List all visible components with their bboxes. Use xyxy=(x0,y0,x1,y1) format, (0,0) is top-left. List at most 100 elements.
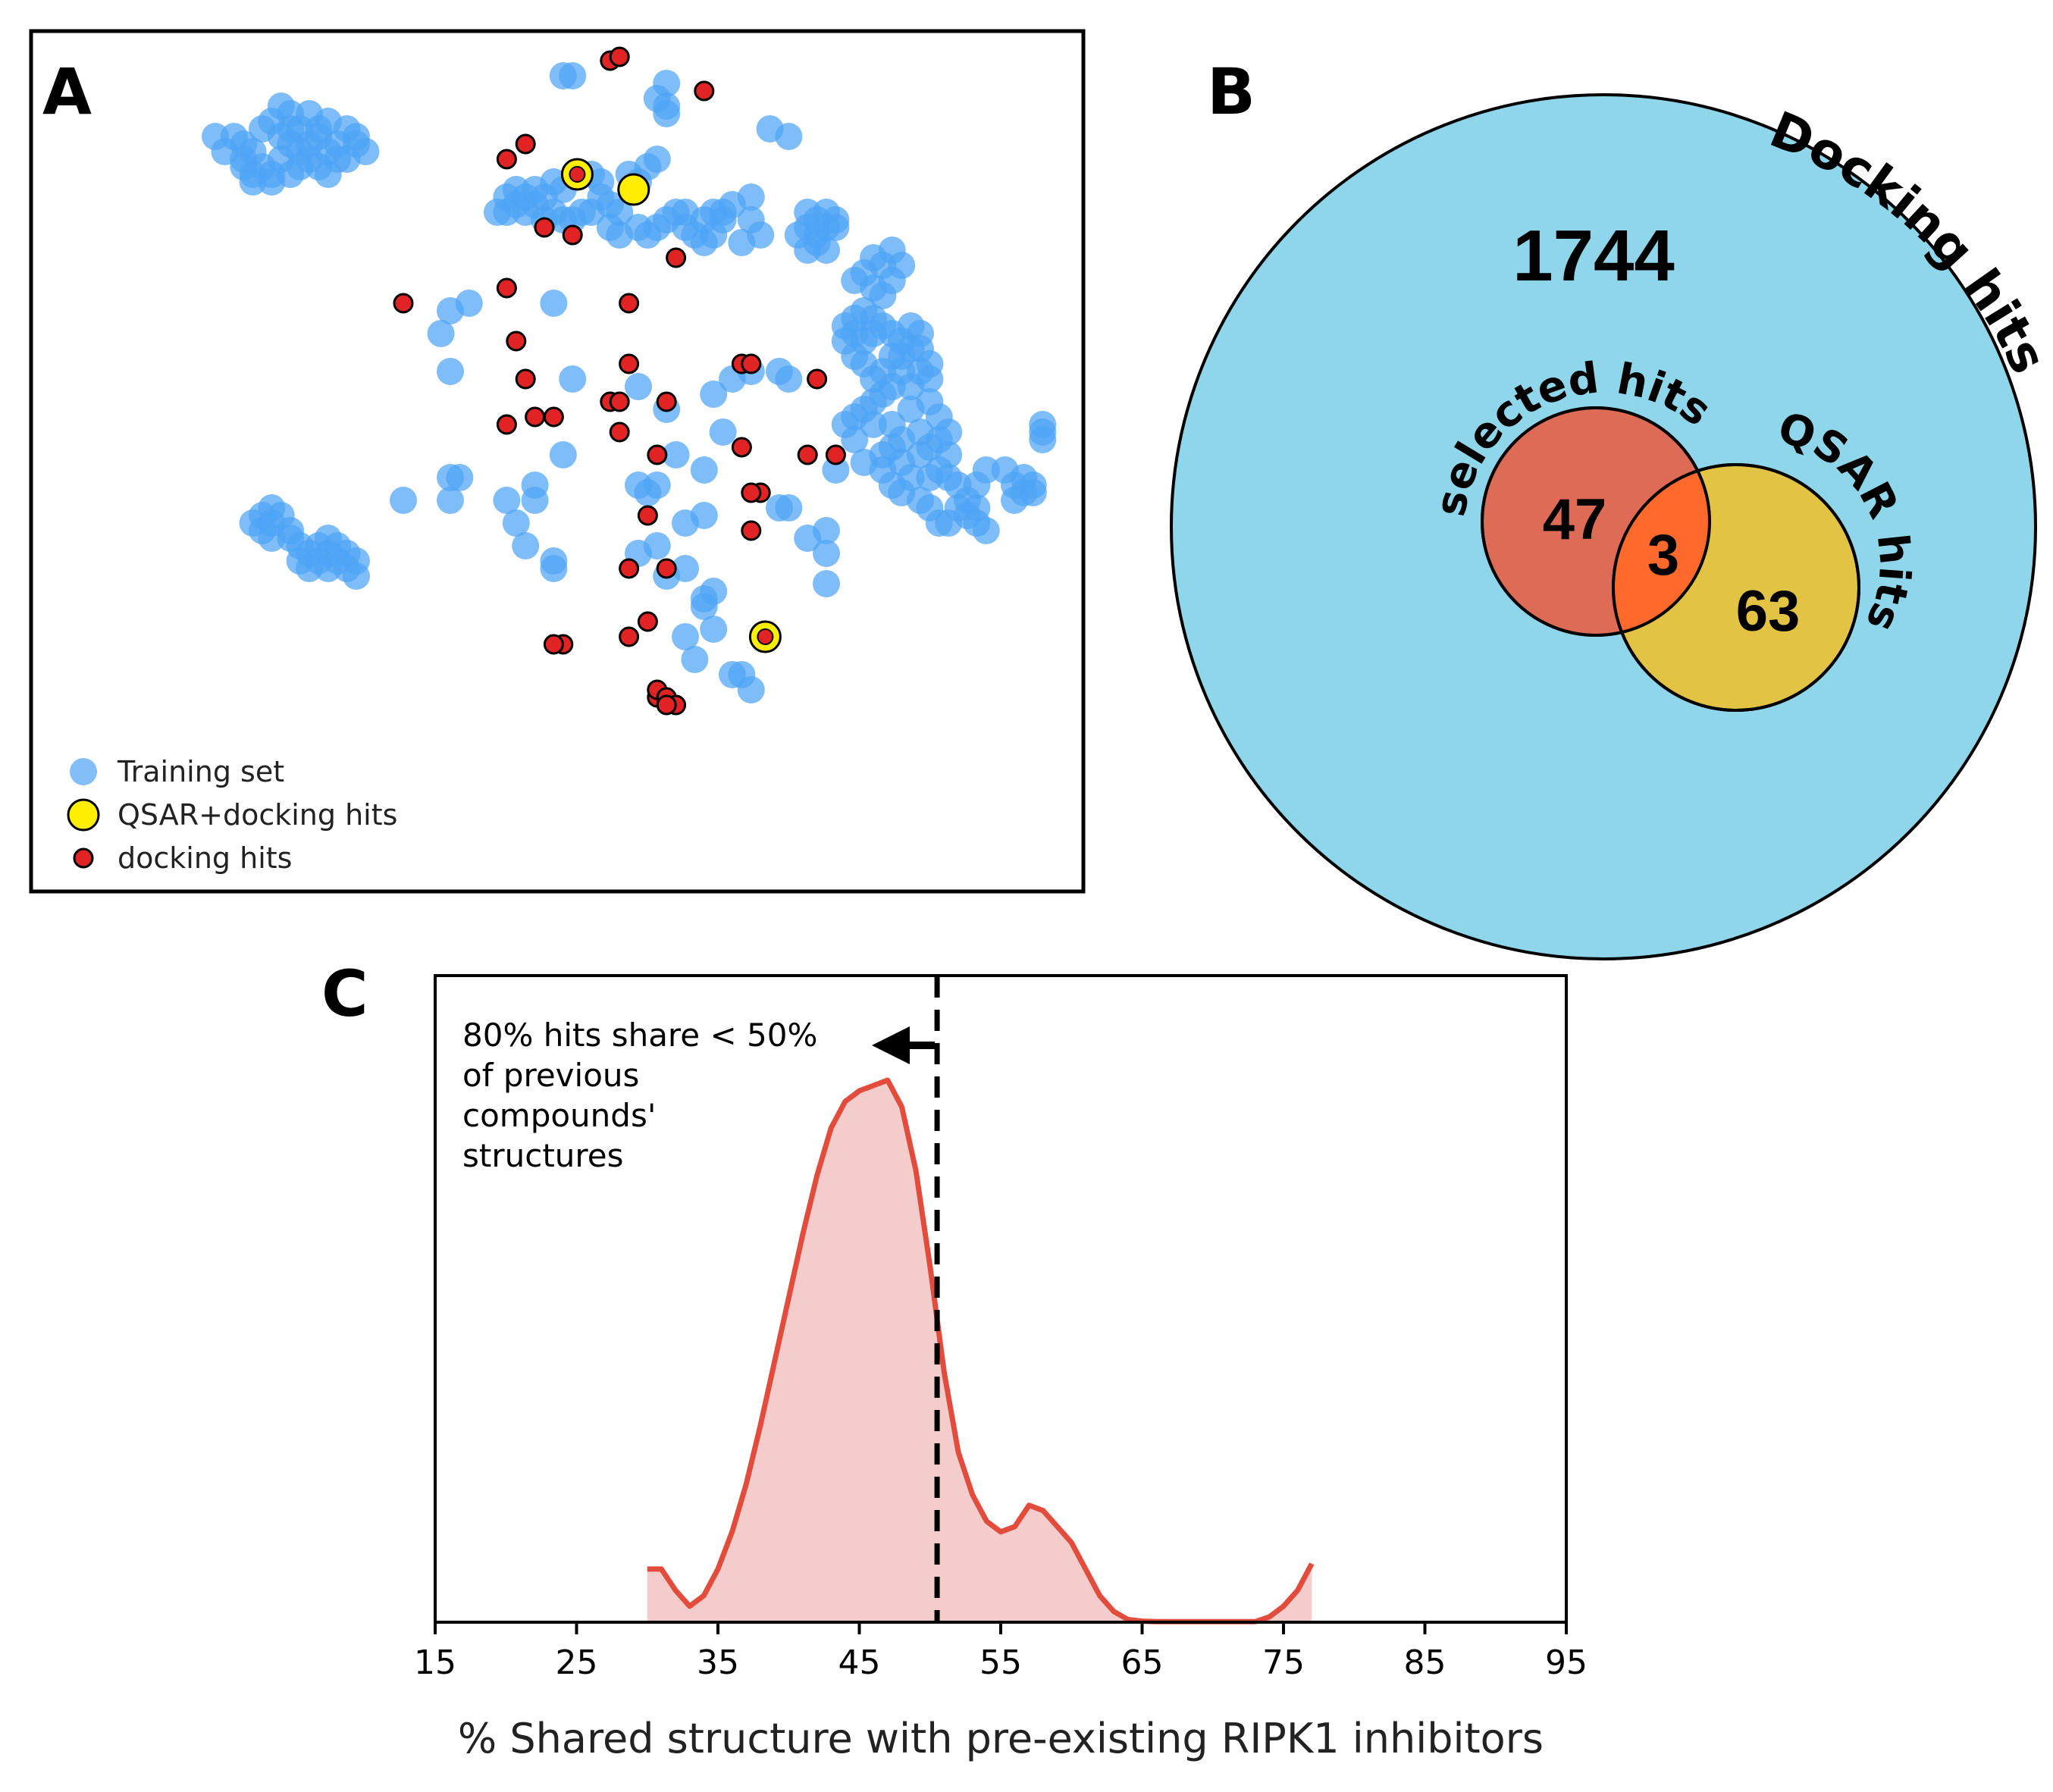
venn-count-selected-only: 47 xyxy=(1543,487,1607,552)
training-point xyxy=(521,471,549,499)
training-point xyxy=(775,494,803,522)
training-point xyxy=(831,312,859,340)
training-point xyxy=(822,456,850,484)
training-point xyxy=(455,290,483,317)
training-point xyxy=(878,237,906,264)
panel-c: C 80% hits share < 50% of previous compo… xyxy=(321,957,1588,1762)
training-point xyxy=(202,123,229,150)
annotation-line-2: of previous xyxy=(462,1057,639,1094)
training-point xyxy=(709,206,737,233)
panel-a-letter: A xyxy=(42,55,92,129)
panel-a: A Training set QSAR+docking hits docking… xyxy=(29,29,1086,894)
training-point xyxy=(907,487,934,514)
legend-label-training: Training set xyxy=(117,755,284,788)
docking-hit-point xyxy=(741,353,762,374)
training-point xyxy=(709,418,737,446)
training-point xyxy=(737,676,765,703)
training-point xyxy=(737,183,765,211)
training-point xyxy=(841,343,869,370)
docking-hit-point xyxy=(619,293,640,314)
training-point xyxy=(230,153,258,180)
training-point xyxy=(690,593,718,620)
docking-hit-point xyxy=(797,444,818,465)
training-point xyxy=(512,532,540,559)
training-point xyxy=(653,70,681,97)
training-point xyxy=(794,525,822,552)
kde-fill-area xyxy=(647,1080,1312,1622)
docking-hit-point xyxy=(496,414,517,435)
venn-count-intersection: 3 xyxy=(1647,523,1679,587)
docking-hit-point xyxy=(506,331,527,352)
training-point xyxy=(540,290,568,317)
training-point xyxy=(850,449,878,476)
training-point xyxy=(672,199,699,226)
training-point xyxy=(305,115,333,143)
annotation-line-4: structures xyxy=(462,1137,623,1174)
training-point xyxy=(813,214,840,241)
training-point xyxy=(549,441,577,468)
x-axis-title: % Shared structure with pre-existing RIP… xyxy=(458,1715,1544,1762)
legend-marker-qsar-docking xyxy=(67,798,100,832)
docking-hit-point xyxy=(825,444,846,465)
training-point xyxy=(314,161,342,188)
training-point xyxy=(427,320,455,347)
docking-hit-point xyxy=(637,611,658,632)
docking-hit-point xyxy=(515,133,536,155)
docking-hit-point xyxy=(609,421,630,443)
docking-hit-point xyxy=(757,628,774,645)
docking-hit-point xyxy=(807,368,828,390)
docking-hit-point xyxy=(496,149,517,170)
scatter-qsar-layer xyxy=(560,158,782,653)
docking-hit-point xyxy=(731,437,752,458)
training-point xyxy=(437,358,464,385)
training-point xyxy=(662,441,690,468)
training-point xyxy=(606,199,634,226)
training-point xyxy=(437,487,464,514)
training-point xyxy=(700,616,728,643)
docking-hit-point xyxy=(619,353,640,374)
training-point xyxy=(869,282,897,309)
training-point xyxy=(277,517,305,544)
training-point xyxy=(286,138,314,165)
legend-label-docking: docking hits xyxy=(118,841,292,875)
training-point xyxy=(916,464,944,491)
training-point xyxy=(813,540,840,567)
docking-hit-point xyxy=(543,634,564,655)
legend-marker-docking xyxy=(73,847,94,869)
docking-hit-point xyxy=(609,391,630,412)
training-point xyxy=(935,418,963,446)
docking-hit-point xyxy=(741,520,762,541)
qsar-docking-hit-point xyxy=(617,173,650,206)
x-tick-label: 55 xyxy=(979,1643,1022,1682)
annotation-line-3: compounds' xyxy=(462,1097,656,1134)
training-point xyxy=(277,161,305,188)
training-point xyxy=(1029,411,1057,438)
x-tick-label: 85 xyxy=(1404,1643,1447,1682)
legend-label-qsar-docking: QSAR+docking hits xyxy=(118,798,397,832)
panel-b: B 1744 47 3 63 selected hits QSAR hits D… xyxy=(1170,55,2053,960)
x-tick-label: 25 xyxy=(556,1643,598,1682)
training-point xyxy=(314,555,342,582)
docking-hit-point xyxy=(666,247,687,268)
training-point xyxy=(343,547,370,575)
training-point xyxy=(690,456,718,484)
training-point xyxy=(343,130,370,158)
training-point xyxy=(1001,487,1028,514)
x-tick-label: 45 xyxy=(838,1643,881,1682)
threshold-arrow xyxy=(872,1026,935,1064)
venn-intersection xyxy=(1613,465,1710,635)
training-point xyxy=(700,381,728,408)
training-point xyxy=(493,487,521,514)
docking-hit-point xyxy=(562,224,583,246)
docking-hit-point xyxy=(656,391,677,412)
training-point xyxy=(841,267,869,294)
panel-c-letter: C xyxy=(321,957,368,1031)
x-tick-label: 95 xyxy=(1545,1643,1588,1682)
x-axis-ticks: 15 25 35 45 55 65 75 85 95 xyxy=(414,1622,1588,1682)
docking-hit-point xyxy=(543,406,564,428)
training-point xyxy=(239,509,267,537)
docking-hit-point xyxy=(569,166,586,183)
training-point xyxy=(559,365,587,393)
training-point xyxy=(625,373,652,400)
scatter-legend: Training set QSAR+docking hits docking h… xyxy=(67,755,397,875)
